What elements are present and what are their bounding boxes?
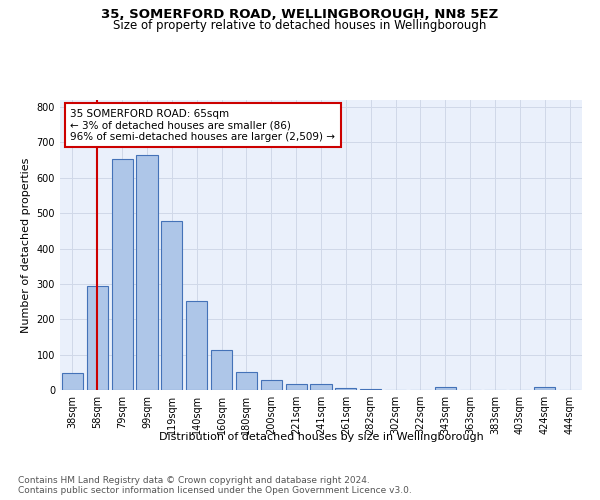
Bar	[161, 221, 182, 390]
Bar	[360, 389, 381, 390]
Text: Contains HM Land Registry data © Crown copyright and database right 2024.
Contai: Contains HM Land Registry data © Crown c…	[18, 476, 412, 495]
Bar	[261, 380, 282, 390]
Bar	[534, 387, 555, 390]
Y-axis label: Number of detached properties: Number of detached properties	[21, 158, 31, 332]
Bar	[310, 384, 332, 390]
Text: 35, SOMERFORD ROAD, WELLINGBOROUGH, NN8 5EZ: 35, SOMERFORD ROAD, WELLINGBOROUGH, NN8 …	[101, 8, 499, 20]
Bar	[136, 155, 158, 390]
Bar	[112, 160, 133, 390]
Bar	[236, 372, 257, 390]
Bar	[211, 350, 232, 390]
Bar	[335, 388, 356, 390]
Bar	[435, 387, 456, 390]
Text: Size of property relative to detached houses in Wellingborough: Size of property relative to detached ho…	[113, 19, 487, 32]
Bar	[286, 384, 307, 390]
Text: Distribution of detached houses by size in Wellingborough: Distribution of detached houses by size …	[158, 432, 484, 442]
Bar	[186, 301, 207, 390]
Text: 35 SOMERFORD ROAD: 65sqm
← 3% of detached houses are smaller (86)
96% of semi-de: 35 SOMERFORD ROAD: 65sqm ← 3% of detache…	[70, 108, 335, 142]
Bar	[87, 286, 108, 390]
Bar	[62, 373, 83, 390]
